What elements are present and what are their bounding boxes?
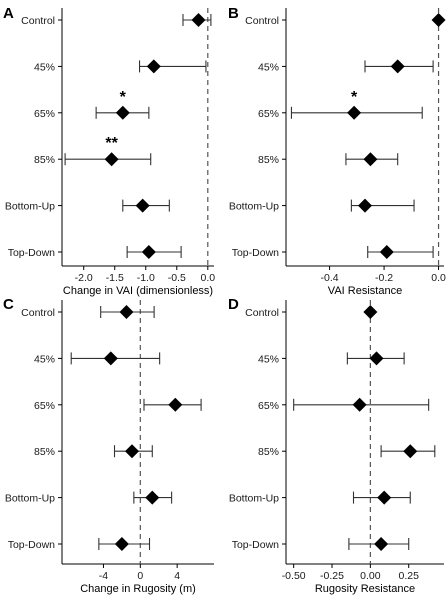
x-tick-label: 0.25 <box>398 570 419 582</box>
category-label: 85% <box>34 154 55 166</box>
category-label: Control <box>245 15 279 27</box>
panel-letter-a: A <box>3 5 14 22</box>
category-label: 65% <box>258 400 279 412</box>
category-label: 45% <box>34 61 55 73</box>
diamond-marker <box>191 13 206 27</box>
x-tick-label: -1.0 <box>137 272 155 284</box>
x-tick-label: 0 <box>137 570 143 582</box>
category-label: Bottom-Up <box>5 201 55 213</box>
diamond-marker <box>363 152 378 167</box>
significance-label: * <box>120 89 127 106</box>
diamond-marker <box>115 105 130 120</box>
category-label: 85% <box>258 154 279 166</box>
diamond-marker <box>377 490 392 505</box>
diamond-marker <box>390 59 405 74</box>
category-label: 45% <box>34 353 55 365</box>
diamond-marker <box>141 245 156 259</box>
x-axis-label: Change in VAI (dimensionless) <box>63 285 213 297</box>
category-label: 85% <box>258 446 279 458</box>
diamond-marker <box>379 245 394 259</box>
diamond-marker <box>363 305 378 319</box>
diamond-marker <box>146 59 161 74</box>
diamond-marker <box>369 351 384 366</box>
panel-b: B Control 45% 65% 85% Bottom-Up Top-Down * -0.4 -… <box>228 5 446 297</box>
panel-letter-c: C <box>3 296 14 313</box>
category-label: 65% <box>258 108 279 120</box>
x-tick-label: 0.0 <box>200 272 215 284</box>
panel-c: C Control 45% 65% 85% Bottom-Up Top-Down -4 0 4Ch… <box>3 296 214 595</box>
category-label: 45% <box>258 61 279 73</box>
x-tick-label: -2.0 <box>75 272 93 284</box>
category-label: Bottom-Up <box>229 493 279 505</box>
category-label: 65% <box>34 400 55 412</box>
panel-letter-d: D <box>228 296 239 313</box>
x-axis-label: Change in Rugosity (m) <box>80 583 196 595</box>
panel-letter-b: B <box>228 5 239 22</box>
diamond-marker <box>431 13 446 27</box>
diamond-marker <box>358 198 372 213</box>
diamond-marker <box>135 198 150 213</box>
diamond-marker <box>352 397 367 412</box>
category-label: 65% <box>34 108 55 120</box>
category-label: Top-Down <box>232 247 279 259</box>
x-tick-label: -0.50 <box>282 570 306 582</box>
diamond-marker <box>145 490 160 505</box>
category-label: Bottom-Up <box>5 493 55 505</box>
category-label: Control <box>21 307 55 319</box>
x-tick-label: -1.5 <box>106 272 124 284</box>
diamond-marker <box>119 305 134 319</box>
diamond-marker <box>374 537 389 551</box>
x-tick-label: -0.25 <box>320 570 344 582</box>
diamond-marker <box>114 537 129 551</box>
panel-d: D Control 45% 65% 85% Bottom-Up Top-Down -0.50 -… <box>228 296 444 595</box>
significance-label: ** <box>105 135 118 152</box>
significance-label: * <box>351 89 358 106</box>
x-tick-label: -0.5 <box>168 272 186 284</box>
category-label: Top-Down <box>232 539 279 551</box>
category-label: 45% <box>258 353 279 365</box>
panel-a: A Control45%65%85%Bottom-UpTop-Down***-2.… <box>3 5 215 297</box>
category-label: 85% <box>34 446 55 458</box>
diamond-marker <box>103 351 118 366</box>
category-label: Bottom-Up <box>229 201 279 213</box>
diamond-marker <box>125 444 140 459</box>
x-tick-label: -4 <box>99 570 108 582</box>
x-tick-label: 4 <box>174 570 180 582</box>
diamond-marker <box>403 444 418 459</box>
category-label: Control <box>245 307 279 319</box>
category-label: Top-Down <box>8 247 55 259</box>
diamond-marker <box>104 152 119 167</box>
diamond-marker <box>347 105 362 120</box>
x-tick-label: 0.0 <box>431 272 446 284</box>
x-axis-label: VAI Resistance <box>328 285 402 297</box>
x-tick-label: -0.2 <box>375 272 393 284</box>
diamond-marker <box>168 397 183 412</box>
category-label: Control <box>21 15 55 27</box>
x-tick-label: -0.4 <box>321 272 339 284</box>
x-axis-label: Rugosity Resistance <box>315 583 415 595</box>
x-tick-label: 0.00 <box>360 570 381 582</box>
category-label: Top-Down <box>8 539 55 551</box>
